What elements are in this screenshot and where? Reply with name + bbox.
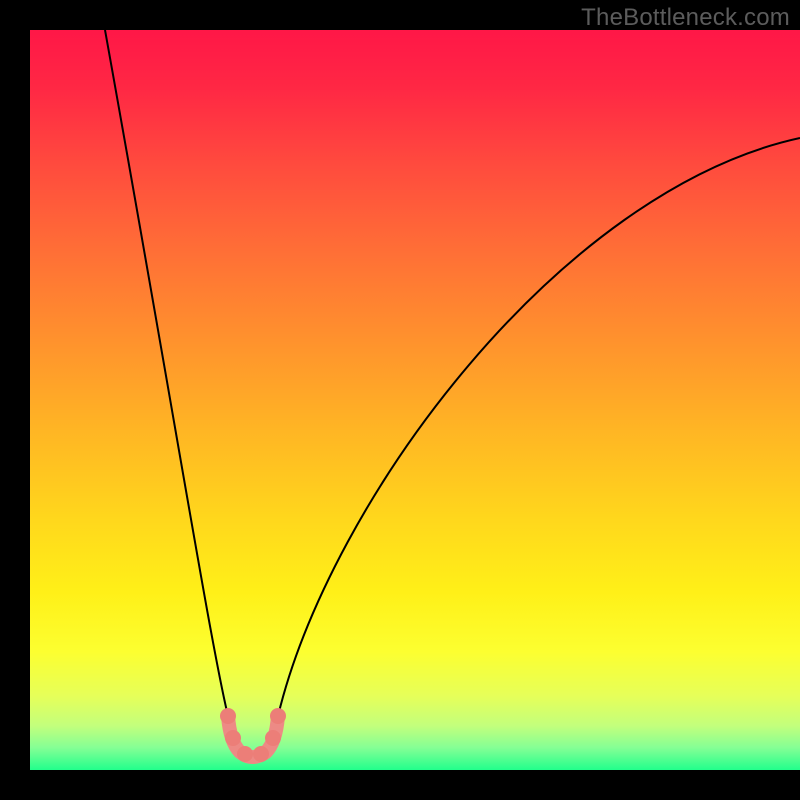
chart-container: TheBottleneck.com (0, 0, 800, 800)
dip-dot (220, 708, 236, 724)
dip-dot (225, 730, 241, 746)
dip-dot (253, 746, 269, 762)
dip-dot (265, 730, 281, 746)
dip-dot (270, 708, 286, 724)
dip-dot (237, 746, 253, 762)
watermark-text: TheBottleneck.com (581, 4, 790, 32)
plot-background (30, 30, 800, 770)
bottleneck-curve-chart (0, 0, 800, 800)
